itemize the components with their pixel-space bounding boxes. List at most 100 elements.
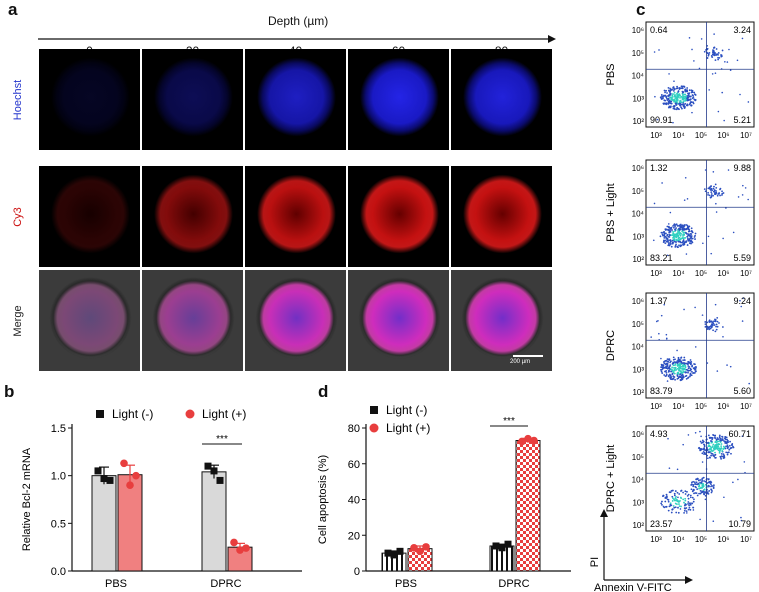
panel-c-flow-cytometry: 0.64 3.24 90.91 5.21 10² 10³ 10⁴ 10⁵ 10⁶ 10³ 10⁴ 10…: [589, 21, 755, 592]
y-axis-label: Cell apoptosis (%): [317, 455, 329, 544]
data-point: [242, 544, 250, 552]
event-dot: [668, 101, 671, 104]
event-dot: [665, 366, 668, 369]
event-dot: [668, 242, 670, 245]
event-dot: [673, 98, 676, 101]
event-dot: [681, 90, 684, 93]
event-dot: [668, 236, 671, 238]
event-dot: [690, 374, 693, 377]
event-dot: [719, 441, 722, 443]
event-dot: [682, 105, 685, 108]
x-tick-label: 10⁴: [672, 131, 685, 140]
event-dot: [686, 512, 688, 514]
event-dot: [680, 226, 683, 229]
event-dot: [711, 73, 714, 75]
event-dot: [724, 447, 727, 450]
event-dot: [670, 102, 673, 105]
event-dot: [669, 491, 672, 494]
event-dot: [666, 241, 668, 243]
event-dot: [671, 366, 674, 369]
event-dot: [720, 443, 723, 445]
event-dot: [664, 500, 667, 503]
event-dot: [725, 451, 728, 454]
event-dot: [677, 376, 680, 379]
event-dot: [670, 489, 673, 492]
data-point: [100, 475, 108, 483]
event-dot: [708, 51, 711, 54]
quadrant-ul: 4.93: [650, 429, 668, 439]
event-dot: [688, 230, 691, 233]
event-dot: [666, 92, 668, 94]
y-tick-label: 10²: [632, 255, 644, 264]
event-dot: [673, 494, 676, 497]
event-dot: [687, 360, 690, 363]
event-dot: [688, 37, 691, 39]
legend-marker: [369, 423, 379, 433]
event-dot: [726, 440, 729, 443]
y-tick-label: 10⁵: [632, 320, 644, 329]
event-dot: [685, 223, 687, 226]
event-dot: [721, 190, 723, 193]
event-dot: [717, 56, 719, 59]
event-dot: [719, 187, 722, 190]
event-dot: [681, 230, 684, 233]
event-dot: [689, 98, 692, 100]
event-dot: [726, 438, 729, 441]
event-dot: [693, 363, 695, 365]
event-dot: [674, 490, 677, 492]
event-dot: [747, 198, 749, 201]
event-dot: [721, 326, 724, 328]
event-dot: [709, 327, 712, 330]
event-dot: [747, 101, 750, 103]
event-dot: [731, 442, 734, 445]
event-dot: [714, 434, 717, 437]
event-dot: [677, 496, 679, 499]
event-dot: [702, 242, 704, 245]
event-dot: [696, 494, 699, 497]
event-dot: [707, 187, 710, 190]
event-dot: [703, 445, 706, 448]
event-dot: [671, 373, 674, 376]
event-dot: [725, 445, 727, 448]
event-dot: [720, 54, 723, 57]
data-point: [204, 462, 212, 470]
event-dot: [673, 91, 676, 94]
event-dot: [663, 230, 665, 233]
quadrant-ur: 9.88: [733, 163, 751, 173]
event-dot: [706, 449, 709, 452]
event-dot: [723, 446, 726, 449]
event-dot: [714, 454, 716, 456]
event-dot: [681, 98, 684, 101]
event-dot: [686, 244, 689, 246]
data-point: [106, 476, 114, 484]
event-dot: [680, 376, 682, 379]
event-dot: [676, 377, 679, 380]
event-dot: [721, 438, 723, 440]
data-point: [518, 437, 526, 446]
event-dot: [714, 451, 716, 454]
event-dot: [680, 497, 683, 500]
event-dot: [718, 322, 720, 324]
event-dot: [684, 176, 687, 179]
event-dot: [660, 370, 663, 373]
quadrant-lr: 5.60: [733, 386, 751, 396]
event-dot: [683, 509, 686, 512]
event-dot: [665, 228, 668, 231]
event-dot: [744, 187, 747, 189]
microscopy-tile: [451, 166, 552, 267]
plot-frame: [645, 159, 755, 266]
event-dot: [677, 356, 680, 359]
event-dot: [701, 484, 704, 487]
event-dot: [713, 51, 716, 54]
event-dot: [686, 87, 689, 89]
event-dot: [694, 306, 696, 309]
event-dot: [672, 364, 675, 367]
event-dot: [668, 230, 671, 233]
event-dot: [664, 497, 667, 499]
event-dot: [714, 456, 717, 459]
event-dot: [712, 194, 715, 197]
data-point: [524, 434, 532, 443]
event-dot: [721, 91, 724, 94]
x-tick-label: 10⁷: [740, 402, 752, 411]
event-dot: [669, 374, 672, 377]
